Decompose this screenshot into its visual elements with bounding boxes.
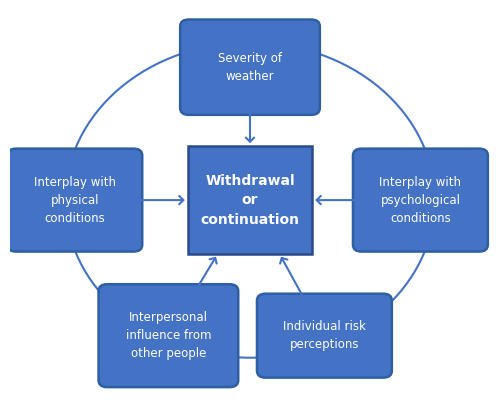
Text: Interplay with
psychological
conditions: Interplay with psychological conditions bbox=[380, 176, 462, 225]
FancyBboxPatch shape bbox=[257, 294, 392, 378]
FancyBboxPatch shape bbox=[188, 146, 312, 254]
Text: Individual risk
perceptions: Individual risk perceptions bbox=[283, 320, 366, 351]
FancyBboxPatch shape bbox=[98, 284, 238, 387]
Text: Interplay with
physical
conditions: Interplay with physical conditions bbox=[34, 176, 116, 225]
Text: Withdrawal
or
continuation: Withdrawal or continuation bbox=[200, 174, 300, 227]
FancyBboxPatch shape bbox=[353, 149, 488, 252]
FancyBboxPatch shape bbox=[180, 19, 320, 115]
Text: Interpersonal
influence from
other people: Interpersonal influence from other peopl… bbox=[126, 311, 211, 360]
FancyBboxPatch shape bbox=[8, 149, 142, 252]
Text: Severity of
weather: Severity of weather bbox=[218, 52, 282, 83]
